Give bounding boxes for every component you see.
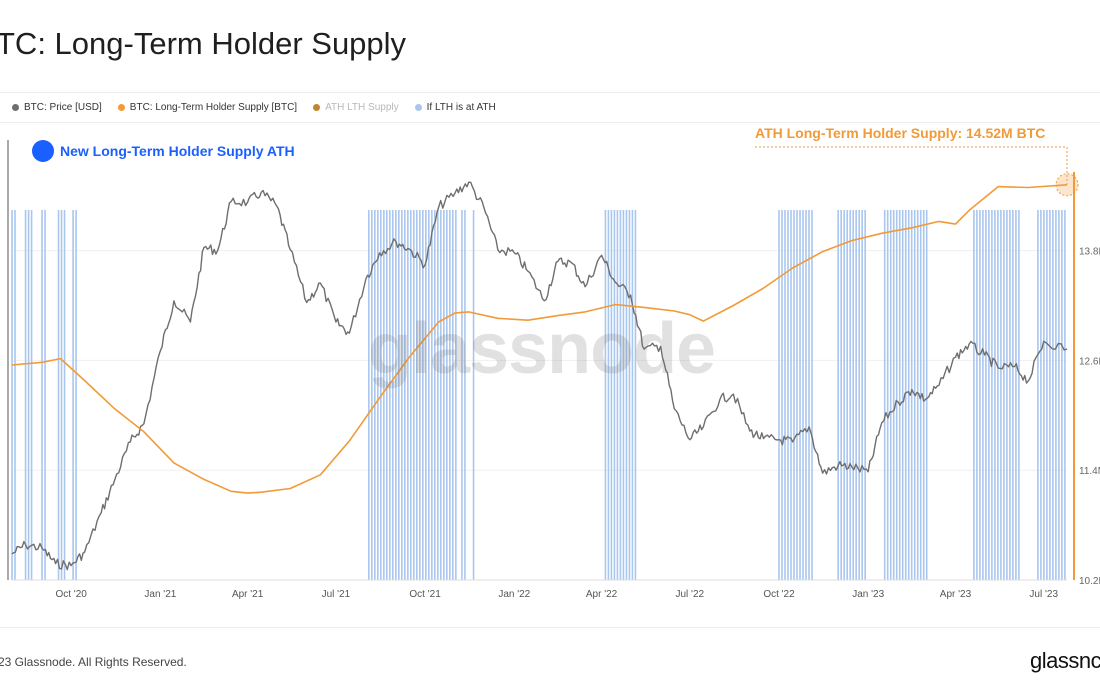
legend-label-lth-at-ath: If LTH is at ATH <box>426 101 496 113</box>
ath-period <box>11 210 16 580</box>
x-tick-label: Jan '21 <box>144 589 176 600</box>
y-tick-label: 12.6M <box>1079 356 1100 367</box>
ath-marker <box>1055 173 1079 197</box>
x-tick-label: Apr '22 <box>586 589 618 600</box>
legend-item-ath-lth-supply[interactable]: ATH LTH Supply <box>313 102 399 113</box>
ath-period <box>461 210 466 580</box>
ath-period <box>72 210 77 580</box>
legend-item-price[interactable]: BTC: Price [USD] <box>12 102 102 113</box>
title-divider <box>0 92 1100 93</box>
legend-swatch-lth-supply <box>117 103 125 111</box>
ath-period <box>1037 210 1066 580</box>
x-tick-label: Apr '23 <box>940 589 972 600</box>
y-tick-label: 11.4M <box>1079 466 1100 477</box>
ath-badge-dot <box>32 140 54 162</box>
legend-label-ath-lth-supply: ATH LTH Supply <box>325 101 399 113</box>
ath-period <box>41 210 46 580</box>
ath-period <box>57 210 66 580</box>
x-tick-label: Oct '22 <box>763 589 795 600</box>
footer-divider <box>0 627 1100 628</box>
page-title: TC: Long-Term Holder Supply <box>0 26 407 61</box>
legend-label-lth-supply: BTC: Long-Term Holder Supply [BTC] <box>129 101 298 113</box>
ath-period <box>604 210 637 580</box>
legend-item-lth-supply[interactable]: BTC: Long-Term Holder Supply [BTC] <box>117 101 298 113</box>
x-tick-label: Jul '21 <box>322 589 351 600</box>
footer-copyright: 23 Glassnode. All Rights Reserved. <box>0 655 187 669</box>
ath-period <box>837 210 866 580</box>
x-tick-label: Oct '20 <box>55 589 87 600</box>
ath-period <box>973 210 1020 580</box>
legend-divider <box>0 122 1100 123</box>
legend-swatch-ath-lth-supply <box>313 103 321 111</box>
ath-period <box>778 210 813 580</box>
series-line-price <box>11 181 1068 571</box>
x-tick-label: Jan '23 <box>852 589 884 600</box>
series-line-lth-supply <box>11 184 1068 494</box>
legend-item-lth-at-ath[interactable]: If LTH is at ATH <box>414 101 496 113</box>
ath-period <box>368 210 457 580</box>
y-tick-label: 10.2M <box>1079 576 1100 587</box>
x-tick-label: Apr '21 <box>232 589 264 600</box>
legend-swatch-price <box>12 103 19 111</box>
footer-brand-logo: glassnc <box>1030 648 1100 673</box>
legend-label-price: BTC: Price [USD] <box>24 101 102 113</box>
x-tick-label: Jul '23 <box>1029 589 1058 600</box>
ath-badge-label: New Long-Term Holder Supply ATH <box>60 143 295 159</box>
legend-swatch-lth-at-ath <box>414 103 422 111</box>
ath-period <box>883 210 928 580</box>
ath-period <box>24 210 33 580</box>
ath-annotation-label: ATH Long-Term Holder Supply: 14.52M BTC <box>755 125 1046 141</box>
y-tick-label: 13.8M <box>1079 247 1100 258</box>
x-tick-label: Jul '22 <box>676 589 705 600</box>
x-tick-label: Oct '21 <box>409 589 441 600</box>
chart-legend: BTC: Price [USD] BTC: Long-Term Holder S… <box>12 100 512 114</box>
ath-badge: New Long-Term Holder Supply ATH <box>32 140 295 162</box>
x-tick-label: Jan '22 <box>498 589 530 600</box>
